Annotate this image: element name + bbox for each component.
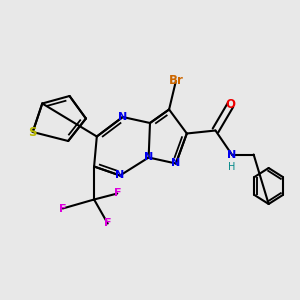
Text: S: S	[28, 125, 37, 139]
Text: Br: Br	[169, 74, 183, 88]
Text: F: F	[113, 188, 121, 199]
Text: O: O	[226, 98, 236, 112]
Text: N: N	[116, 170, 124, 181]
Text: N: N	[144, 152, 153, 163]
Text: F: F	[104, 218, 112, 229]
Text: N: N	[118, 112, 128, 122]
Text: N: N	[227, 149, 236, 160]
Text: H: H	[228, 161, 236, 172]
Text: N: N	[171, 158, 181, 169]
Text: F: F	[59, 203, 67, 214]
